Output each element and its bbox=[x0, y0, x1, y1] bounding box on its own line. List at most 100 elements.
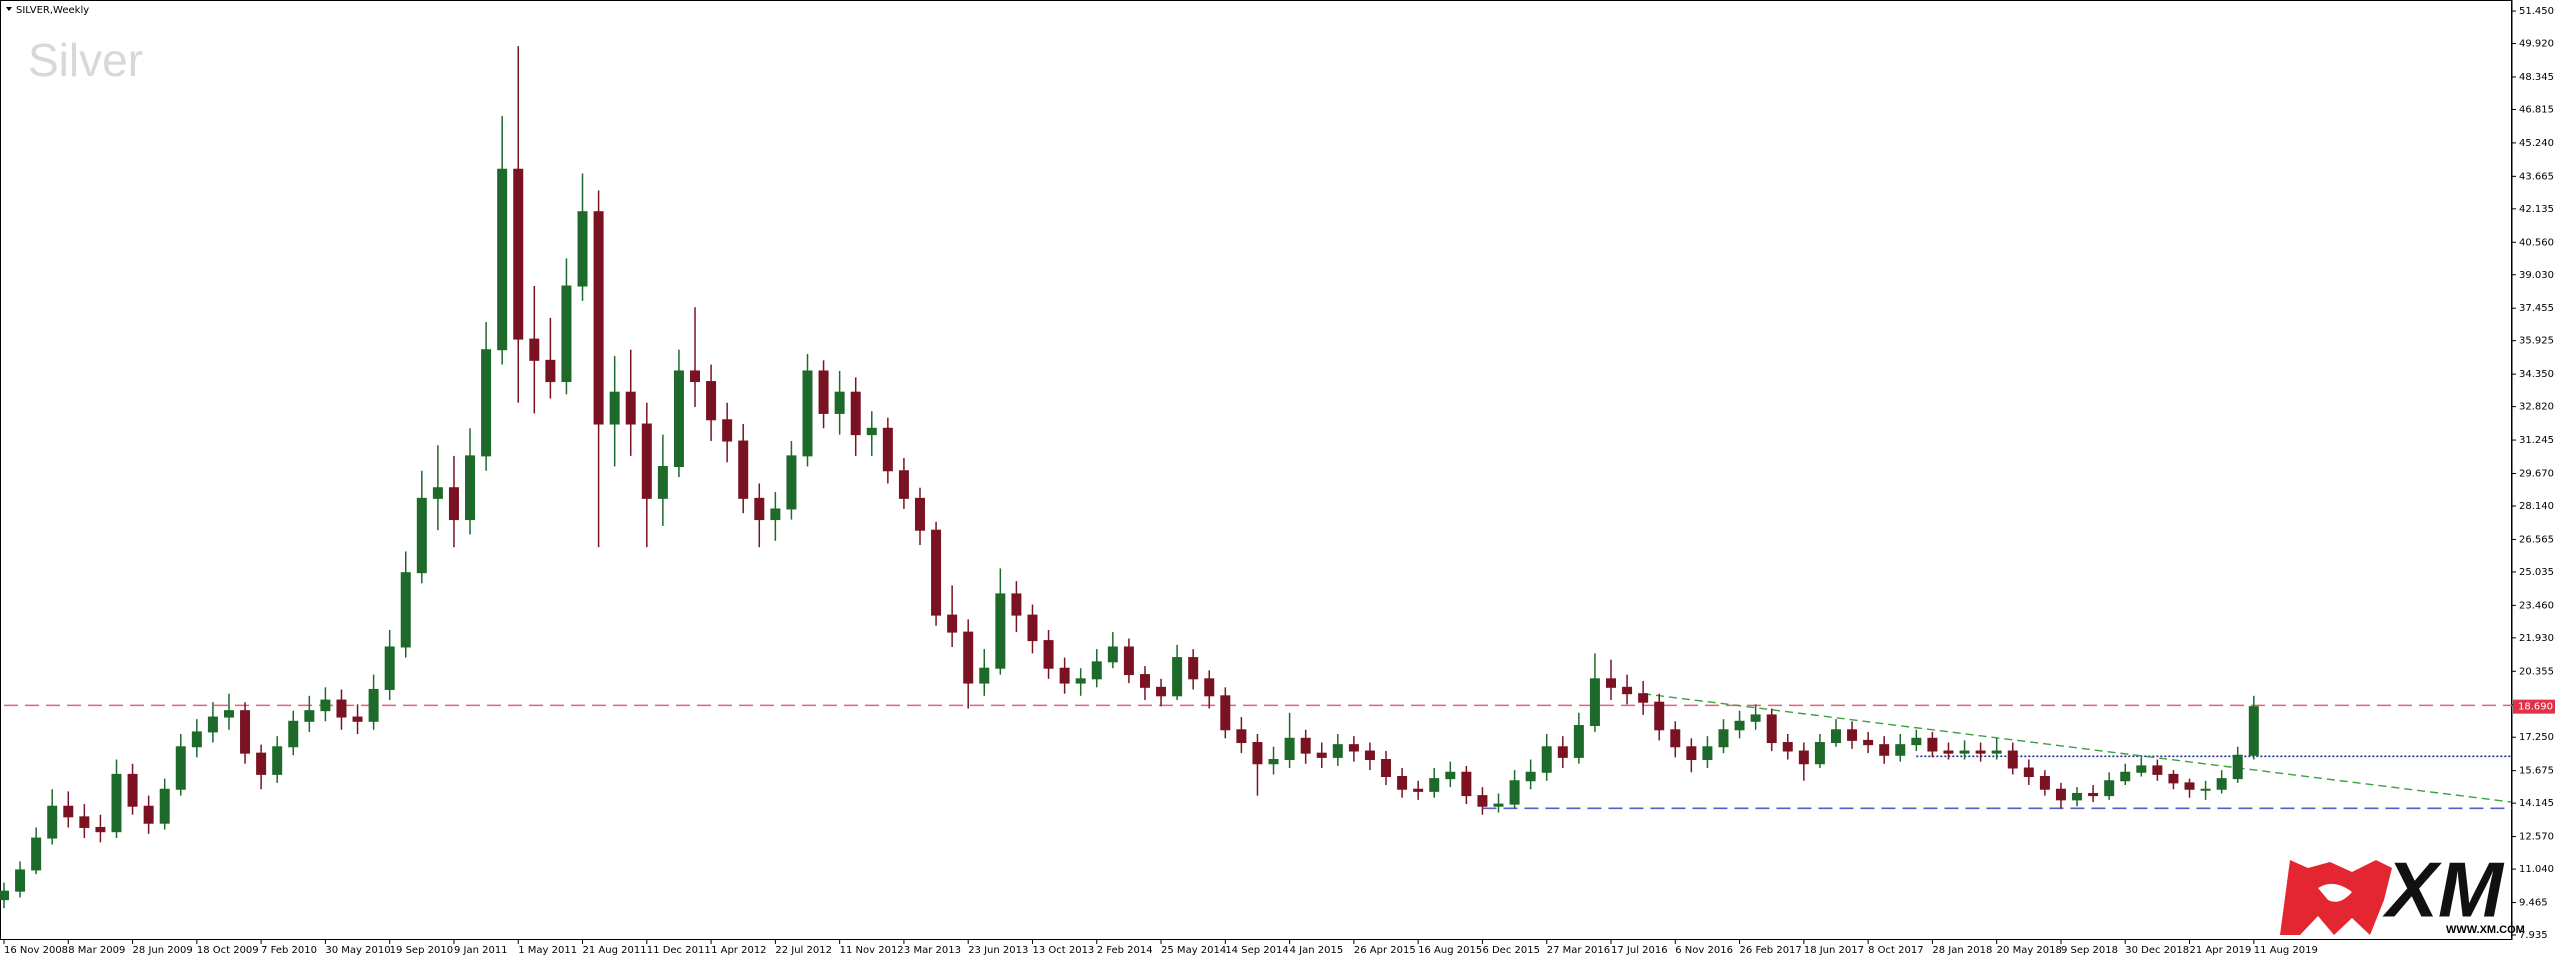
candle-body bbox=[1638, 693, 1649, 703]
candle-body bbox=[722, 419, 733, 442]
candle-body bbox=[1091, 661, 1102, 680]
y-tick-label: 40.560 bbox=[2519, 237, 2554, 248]
candle-body bbox=[1461, 771, 1472, 797]
candle-body bbox=[1863, 739, 1874, 746]
candle-body bbox=[1204, 678, 1215, 697]
candle-body bbox=[448, 487, 459, 521]
candle-body bbox=[111, 773, 122, 833]
candle-body bbox=[1959, 750, 1970, 754]
candle-body bbox=[593, 211, 604, 425]
x-tick-label: 11 Aug 2019 bbox=[2254, 945, 2318, 956]
x-tick-label: 27 Mar 2016 bbox=[1547, 945, 1610, 956]
candle-body bbox=[1573, 725, 1584, 758]
candle-body bbox=[641, 423, 652, 499]
candle-body bbox=[2152, 765, 2163, 775]
x-tick-label: 1 Apr 2012 bbox=[711, 945, 766, 956]
candle-body bbox=[770, 508, 781, 521]
x-tick-label: 13 Oct 2013 bbox=[1032, 945, 1094, 956]
candle-body bbox=[1911, 737, 1922, 746]
candle-body bbox=[1541, 746, 1552, 773]
candle-body bbox=[2184, 782, 2195, 790]
candle-body bbox=[2055, 788, 2066, 801]
candle-body bbox=[1830, 729, 1841, 744]
x-tick-label: 9 Jan 2011 bbox=[454, 945, 508, 956]
candle-body bbox=[898, 470, 909, 499]
candle-body bbox=[2039, 776, 2050, 790]
chart-title: SILVER,Weekly bbox=[16, 5, 89, 16]
x-tick-label: 28 Jan 2018 bbox=[1932, 945, 1992, 956]
candle-body bbox=[79, 816, 90, 828]
x-tick-label: 3 Mar 2013 bbox=[904, 945, 961, 956]
candle-body bbox=[1429, 778, 1440, 792]
candle-body bbox=[1397, 776, 1408, 790]
x-tick-label: 18 Oct 2009 bbox=[197, 945, 259, 956]
candle-body bbox=[625, 391, 636, 425]
x-tick-label: 21 Aug 2011 bbox=[583, 945, 647, 956]
y-tick-label: 9.465 bbox=[2519, 898, 2548, 909]
candle-body bbox=[1236, 729, 1247, 744]
logo-bull bbox=[2318, 883, 2352, 902]
y-tick-label: 49.920 bbox=[2519, 39, 2554, 50]
candle-body bbox=[336, 699, 347, 718]
candle-body bbox=[223, 710, 234, 718]
candle-body bbox=[352, 716, 363, 722]
x-tick-label: 21 Apr 2019 bbox=[2190, 945, 2252, 956]
x-tick-label: 17 Jul 2016 bbox=[1611, 945, 1668, 956]
candle-body bbox=[1654, 701, 1665, 731]
candle-body bbox=[2248, 706, 2259, 756]
candle-body bbox=[754, 497, 765, 521]
candle-body bbox=[1557, 746, 1568, 758]
x-tick-label: 16 Nov 2008 bbox=[4, 945, 68, 956]
candle-body bbox=[1991, 750, 2002, 754]
candle-body bbox=[432, 487, 443, 499]
candle-body bbox=[2072, 792, 2083, 801]
y-tick-label: 32.820 bbox=[2519, 402, 2554, 413]
candle-body bbox=[320, 699, 331, 712]
y-tick-label: 46.815 bbox=[2519, 104, 2554, 115]
y-tick-label: 28.140 bbox=[2519, 501, 2554, 512]
logo-brand: XM bbox=[2382, 846, 2505, 934]
candles bbox=[0, 46, 2259, 909]
candle-body bbox=[866, 427, 877, 436]
candle-body bbox=[706, 381, 717, 421]
candle-body bbox=[47, 805, 58, 839]
menu-arrow[interactable] bbox=[6, 7, 12, 11]
x-tick-label: 11 Nov 2012 bbox=[840, 945, 904, 956]
candle-body bbox=[2136, 765, 2147, 773]
candle-body bbox=[465, 455, 476, 521]
x-tick-label: 18 Jun 2017 bbox=[1804, 945, 1864, 956]
candle-body bbox=[416, 497, 427, 574]
candle-body bbox=[1027, 614, 1038, 642]
candle-body bbox=[0, 890, 9, 901]
x-tick-label: 23 Jun 2013 bbox=[968, 945, 1028, 956]
candle-body bbox=[1702, 746, 1713, 761]
current-price-box bbox=[2513, 699, 2555, 714]
x-tick-label: 30 May 2010 bbox=[325, 945, 390, 956]
candle-body bbox=[1814, 742, 1825, 765]
candle-body bbox=[1525, 771, 1536, 782]
x-tick-label: 6 Nov 2016 bbox=[1675, 945, 1733, 956]
candle-body bbox=[561, 285, 572, 383]
x-tick-label: 2 Feb 2014 bbox=[1097, 945, 1153, 956]
logo: XM WWW.XM.COM bbox=[2280, 846, 2525, 936]
candle-body bbox=[1782, 742, 1793, 752]
candle-body bbox=[609, 391, 620, 425]
candle-body bbox=[288, 720, 299, 748]
y-tick-label: 26.565 bbox=[2519, 534, 2554, 545]
y-tick-label: 11.040 bbox=[2519, 864, 2554, 875]
x-tick-label: 4 Jan 2015 bbox=[1290, 945, 1344, 956]
x-tick-label: 1 May 2011 bbox=[518, 945, 577, 956]
candle-body bbox=[1381, 759, 1392, 778]
candle-body bbox=[400, 572, 411, 648]
candle-body bbox=[1943, 750, 1954, 754]
candle-body bbox=[690, 370, 701, 383]
y-tick-label: 29.670 bbox=[2519, 469, 2554, 480]
y-tick-label: 15.675 bbox=[2519, 766, 2554, 777]
candle-body bbox=[143, 805, 154, 824]
x-tick-label: 22 Jul 2012 bbox=[775, 945, 832, 956]
candle-body bbox=[1686, 746, 1697, 761]
y-tick-label: 12.570 bbox=[2519, 832, 2554, 843]
candle-body bbox=[2168, 773, 2179, 784]
candle-body bbox=[63, 805, 74, 818]
